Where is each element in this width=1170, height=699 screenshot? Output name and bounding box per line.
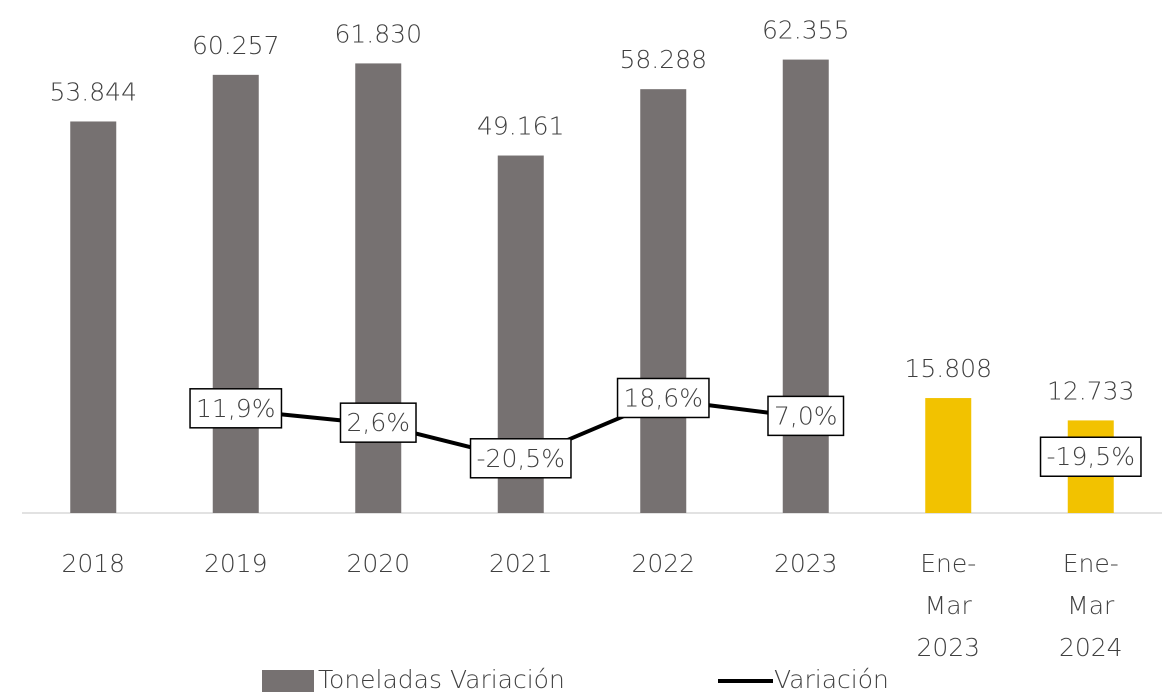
x-tick-label: 2021 bbox=[488, 549, 553, 578]
data-label: -20,5% bbox=[477, 444, 565, 473]
bar bbox=[782, 59, 829, 513]
bar bbox=[355, 63, 402, 514]
data-label-box bbox=[469, 438, 572, 479]
x-tick-label: Ene-Mar 2024 bbox=[1058, 549, 1123, 662]
legend-label: Toneladas Variación bbox=[318, 665, 565, 694]
x-tick-label: 2022 bbox=[631, 549, 696, 578]
data-label: 61.830 bbox=[335, 19, 422, 48]
bar bbox=[212, 74, 259, 514]
x-tick-label: 2023 bbox=[773, 549, 838, 578]
bar bbox=[640, 89, 687, 514]
data-label: 2,6% bbox=[346, 408, 410, 437]
x-tick-label: 2019 bbox=[203, 549, 268, 578]
data-label: 58.288 bbox=[620, 45, 707, 74]
data-label: 18,6% bbox=[624, 383, 703, 412]
data-label: -19,5% bbox=[1047, 442, 1135, 471]
x-tick-label: Ene-Mar 2023 bbox=[916, 549, 981, 662]
data-label-box bbox=[339, 402, 417, 443]
data-label: 60.257 bbox=[192, 31, 279, 60]
data-label-box bbox=[1039, 436, 1142, 477]
data-label: 15.808 bbox=[905, 354, 992, 383]
x-tick-label: 2020 bbox=[346, 549, 411, 578]
data-label: 11,9% bbox=[196, 394, 275, 423]
legend-label: Variación bbox=[774, 665, 889, 694]
data-label: 53.844 bbox=[50, 77, 137, 106]
data-label: 12.733 bbox=[1047, 376, 1134, 405]
x-tick-label: 2018 bbox=[61, 549, 126, 578]
data-label-box bbox=[616, 377, 710, 419]
data-label-box bbox=[189, 388, 283, 429]
data-label: 7,0% bbox=[774, 401, 838, 430]
legend-swatch bbox=[262, 670, 314, 692]
data-label: 49.161 bbox=[477, 112, 564, 141]
bar bbox=[925, 398, 972, 513]
data-label-box bbox=[767, 395, 845, 437]
data-label: 62.355 bbox=[762, 16, 849, 45]
bar bbox=[70, 121, 117, 513]
